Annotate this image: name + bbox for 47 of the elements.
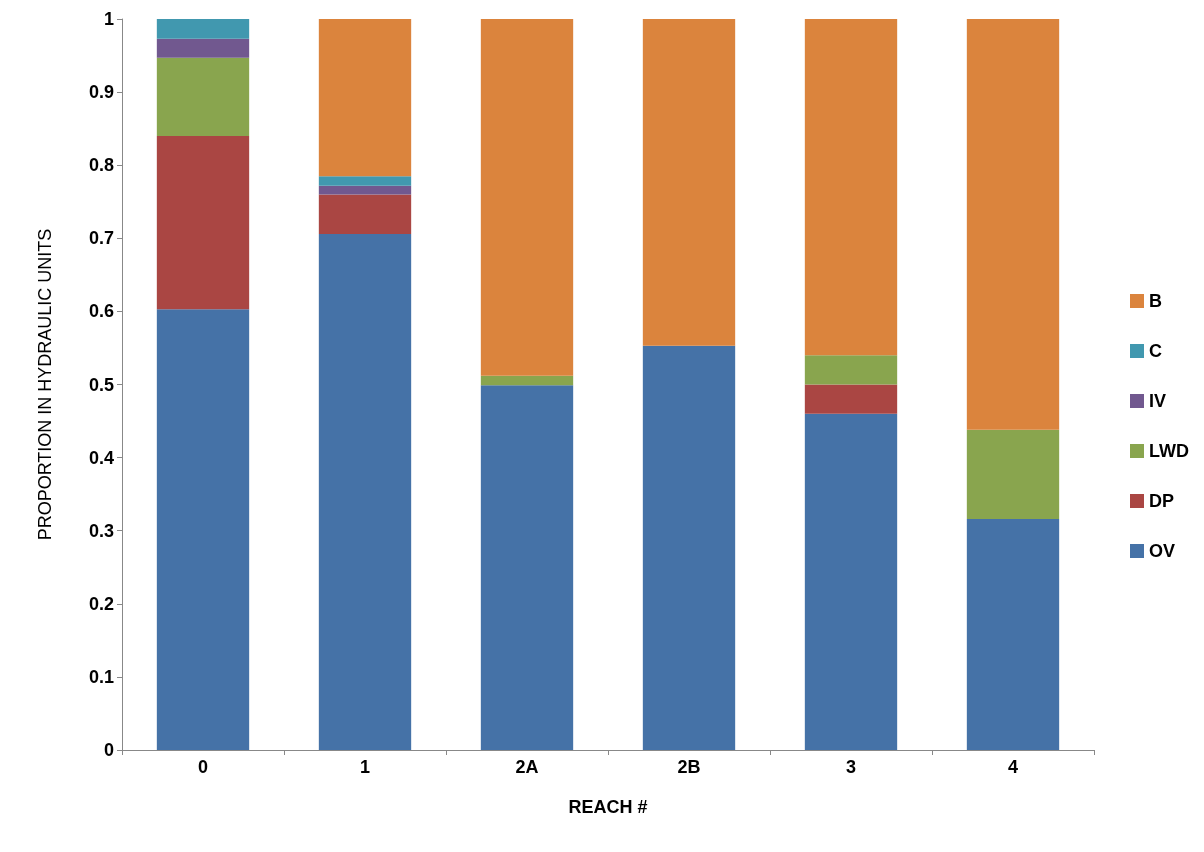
y-tick-label: 0.3 (88, 520, 114, 541)
y-tick-label: 0.5 (88, 374, 114, 395)
y-tick-label: 0.8 (88, 155, 114, 176)
bar (966, 519, 1060, 750)
bar (966, 19, 1060, 430)
y-tick-label: 0 (103, 740, 114, 760)
x-tick-label: 0 (197, 757, 209, 777)
bar (804, 19, 898, 356)
x-tick-label: 2A (515, 757, 539, 777)
x-tick-label: 2B (677, 757, 701, 777)
y-tick-label: 0.9 (88, 82, 114, 103)
bar (480, 385, 574, 750)
bar (480, 19, 574, 376)
bar (156, 38, 250, 58)
legend-label: B (1149, 291, 1163, 311)
bar (642, 345, 736, 750)
x-axis-title: REACH # (568, 797, 648, 817)
x-tick-label: 4 (1007, 757, 1019, 777)
legend-label: LWD (1149, 441, 1190, 461)
y-tick-label: 0.2 (88, 593, 114, 614)
y-tick-label: 0.6 (88, 301, 114, 322)
bar (318, 19, 412, 177)
bar (156, 135, 250, 310)
bar (318, 176, 412, 186)
bar (804, 355, 898, 385)
bar (156, 57, 250, 136)
bar (156, 19, 250, 39)
legend-label: OV (1149, 541, 1176, 561)
legend-label: C (1149, 341, 1163, 361)
legend-label: DP (1149, 491, 1175, 511)
bar (156, 309, 250, 750)
bar (480, 375, 574, 386)
legend-label: IV (1149, 391, 1167, 411)
y-tick-label: 0.1 (88, 666, 114, 687)
x-tick-label: 1 (359, 757, 371, 777)
x-tick-label: 3 (845, 757, 857, 777)
y-axis-title: PROPORTION IN HYDRAULIC UNITS (35, 228, 55, 541)
bar (318, 194, 412, 234)
bar (966, 429, 1060, 519)
bar (318, 233, 412, 750)
bar (804, 413, 898, 750)
bar (318, 185, 412, 195)
y-tick-label: 0.7 (88, 228, 114, 249)
bar (804, 384, 898, 414)
y-tick-label: 0.4 (88, 447, 114, 468)
bar (642, 19, 736, 346)
y-tick-label: 1 (103, 9, 114, 29)
